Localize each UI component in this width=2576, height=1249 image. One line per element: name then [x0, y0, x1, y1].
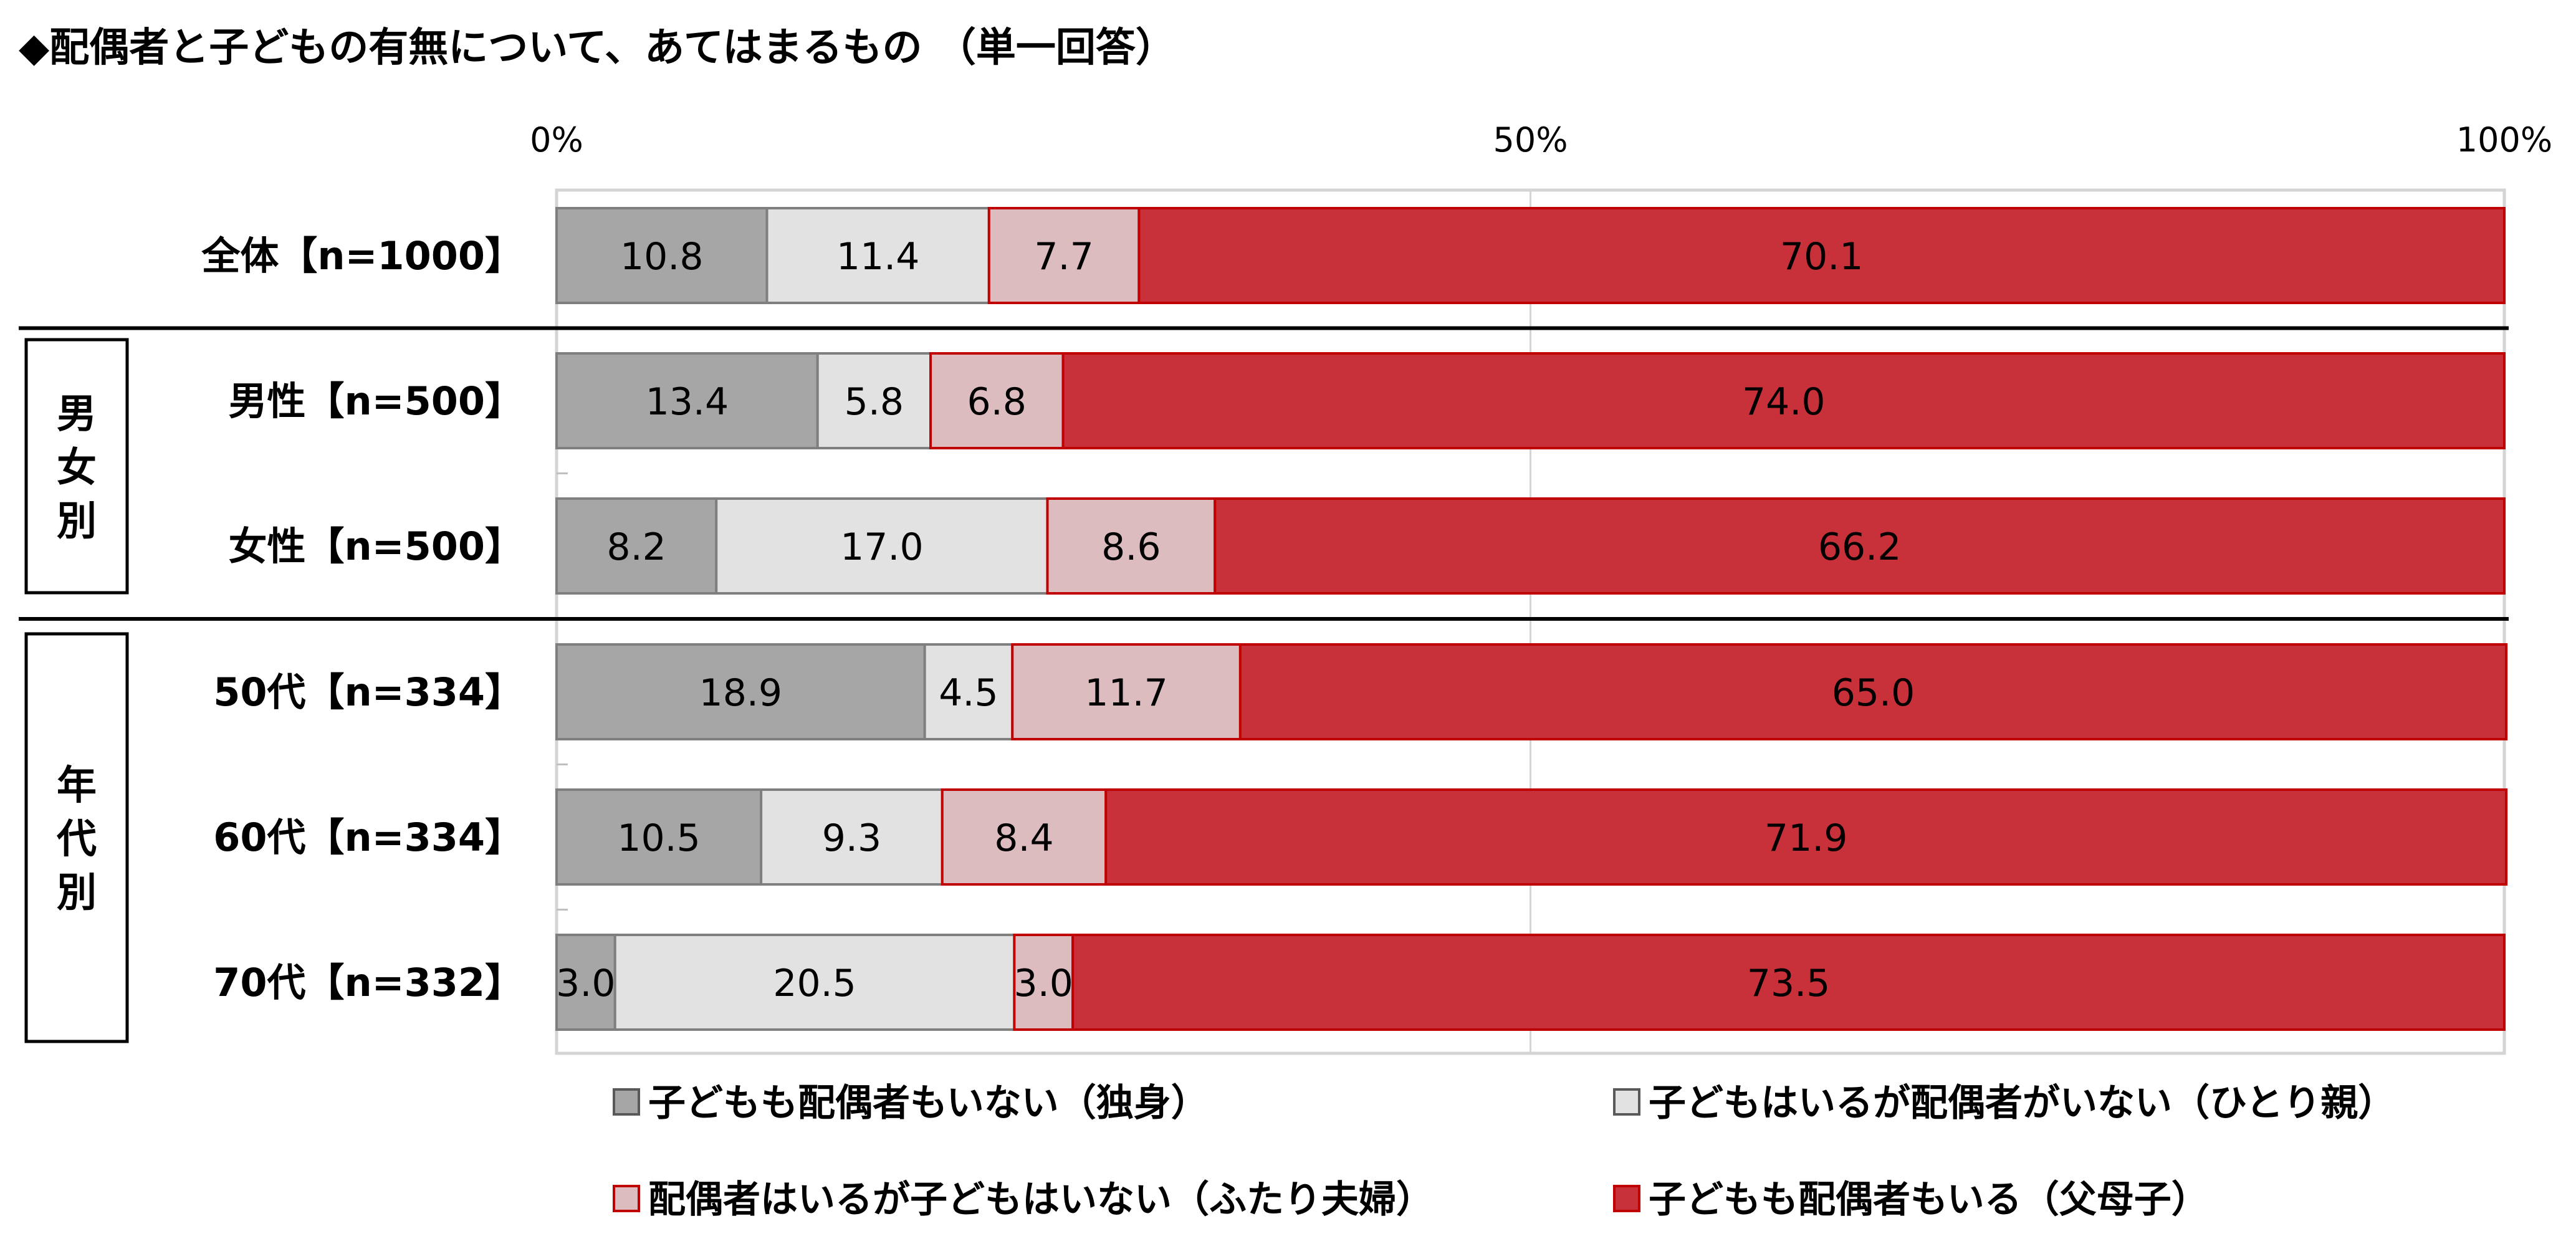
tick-label-50: 50%: [1493, 120, 1568, 160]
bar-4-0: [555, 788, 763, 886]
bar-1-3: [1061, 352, 2506, 449]
data-label-4-3: 71.9: [1764, 816, 1848, 860]
data-label-5-3: 73.5: [1747, 962, 1831, 1005]
data-label-3-3: 65.0: [1832, 671, 1915, 715]
bar-5-0: [555, 934, 616, 1031]
data-label-3-1: 4.5: [939, 671, 998, 715]
data-label-2-0: 8.2: [606, 525, 666, 569]
data-label-4-0: 10.5: [617, 816, 701, 860]
bar-3-0: [555, 643, 926, 740]
data-label-5-0: 3.0: [556, 962, 615, 1005]
data-label-3-0: 18.9: [699, 671, 783, 715]
data-label-2-3: 66.2: [1818, 525, 1902, 569]
data-label-1-0: 13.4: [646, 380, 729, 424]
bar-4-3: [1104, 788, 2508, 886]
chart-title: ◆配偶者と子どもの有無について、あてはまるもの （単一回答）: [19, 25, 1175, 71]
data-label-2-2: 8.6: [1101, 525, 1161, 569]
category-label-1: 男性【n=500】: [228, 378, 524, 424]
data-label-2-1: 17.0: [840, 525, 924, 569]
bar-0-0: [555, 207, 768, 304]
bar-1-0: [555, 352, 819, 449]
legend-swatch-1: [1613, 1088, 1640, 1116]
bar-0-3: [1137, 207, 2506, 304]
bar-3-1: [923, 643, 1014, 740]
category-label-2: 女性【n=500】: [228, 524, 524, 569]
bar-5-2: [1013, 934, 1075, 1031]
data-label-0-2: 7.7: [1034, 235, 1093, 279]
group-label-1: 年代別: [56, 763, 97, 916]
tick-label-100: 100%: [2456, 120, 2552, 160]
data-label-0-1: 11.4: [836, 235, 920, 279]
data-label-1-1: 5.8: [845, 380, 904, 424]
category-label-5: 70代【n=332】: [213, 960, 524, 1005]
bar-1-2: [929, 352, 1065, 449]
bar-4-2: [941, 788, 1108, 886]
bars: 10.8 11.4 7.7 70.1 13.4 5.8 6.8 74.0 8.2 17.0 8.6 6…: [555, 207, 2508, 1031]
legend-label-0: 子どもも配偶者もいない（独身）: [648, 1081, 1209, 1125]
bar-2-0: [555, 497, 718, 595]
data-label-5-2: 3.0: [1014, 962, 1073, 1005]
group-label-0: 男女別: [57, 391, 97, 545]
data-label-4-1: 9.3: [822, 816, 881, 860]
bar-4-1: [760, 788, 944, 886]
legend-label-1: 子どもはいるが配偶者がいない（ひとり親）: [1649, 1081, 2395, 1125]
bar-0-1: [765, 207, 990, 304]
category-label-3: 50代【n=334】: [213, 669, 524, 715]
bar-5-3: [1071, 934, 2506, 1031]
bar-5-1: [613, 934, 1016, 1031]
data-label-0-0: 10.8: [620, 235, 704, 279]
data-label-1-3: 74.0: [1742, 380, 1826, 424]
category-label-4: 60代【n=334】: [213, 815, 524, 860]
axis: 0% 50% 100%: [530, 120, 2552, 1055]
group-box-0: [24, 338, 129, 595]
category-label-0: 全体【n=1000】: [201, 233, 524, 279]
category-labels: 全体【n=1000】男性【n=500】女性【n=500】 50代【n=334】 60…: [201, 233, 524, 1005]
data-label-0-3: 70.1: [1780, 235, 1864, 279]
data-label-3-2: 11.7: [1085, 671, 1168, 715]
bar-0-2: [987, 207, 1141, 304]
data-label-4-2: 8.4: [994, 816, 1053, 860]
data-label-1-2: 6.8: [967, 380, 1027, 424]
group-box-1: [24, 632, 129, 1043]
legend-label-3: 子どもも配偶者もいる（父母子）: [1649, 1178, 2209, 1222]
bar-2-2: [1046, 497, 1217, 595]
legend-swatch-3: [1613, 1185, 1640, 1212]
bar-1-1: [816, 352, 932, 449]
data-label-5-1: 20.5: [773, 962, 856, 1005]
tick-label-0: 0%: [530, 120, 583, 160]
bar-3-3: [1238, 643, 2508, 740]
legend-swatch-2: [613, 1185, 640, 1212]
bar-2-3: [1214, 497, 2506, 595]
bar-2-1: [715, 497, 1049, 595]
legend-label-2: 配偶者はいるが子どもはいない（ふたり夫婦）: [648, 1178, 1434, 1222]
legend: 子どもも配偶者もいない（独身） 子どもはいるが配偶者がいない（ひとり親） 配偶者はい…: [613, 1081, 2395, 1222]
legend-swatch-0: [613, 1088, 640, 1116]
